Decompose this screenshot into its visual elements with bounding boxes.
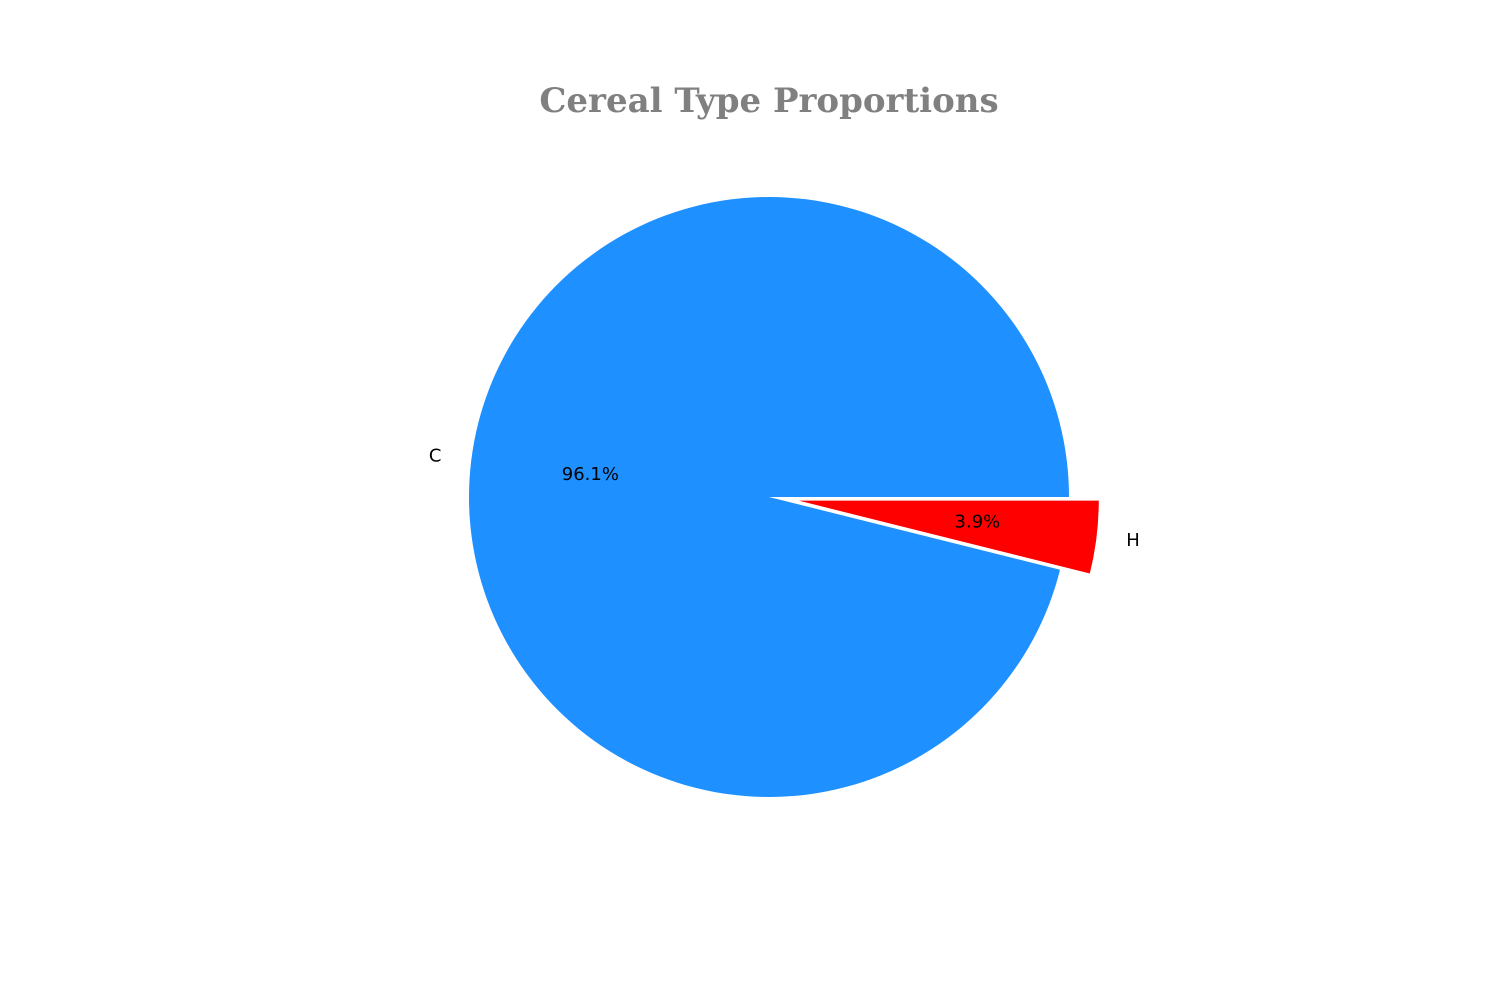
- pie-slices: [469, 196, 1099, 797]
- pie-slice-c: [469, 196, 1070, 797]
- slice-label-h: H: [1126, 530, 1140, 551]
- pie-labels: C 96.1% H 3.9%: [429, 446, 1140, 551]
- chart-title: Cereal Type Proportions: [539, 81, 998, 121]
- slice-label-c: C: [429, 446, 442, 467]
- percent-label-h: 3.9%: [955, 512, 1001, 533]
- percent-label-c: 96.1%: [562, 464, 619, 485]
- pie-slice-h: [798, 500, 1099, 574]
